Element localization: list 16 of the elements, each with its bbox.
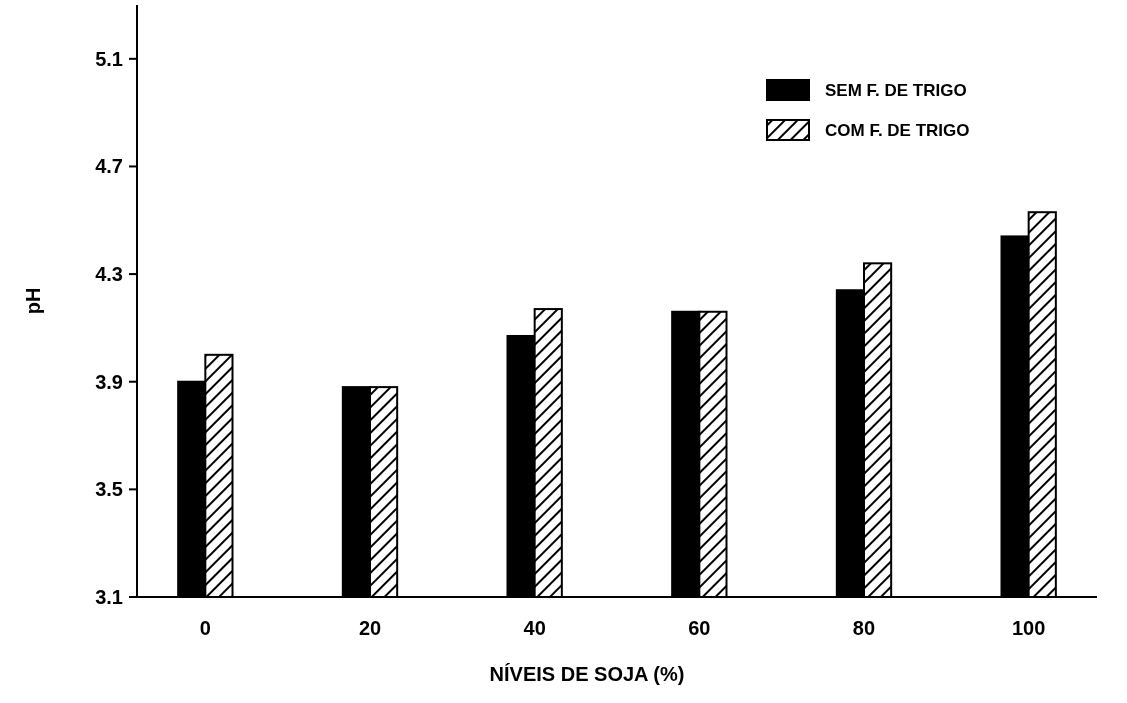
y-tick-label: 3.1 — [95, 586, 123, 608]
y-tick-label: 3.5 — [95, 478, 123, 501]
legend-label: SEM F. DE TRIGO — [825, 80, 967, 100]
legend-label: COM F. DE TRIGO — [825, 120, 970, 140]
y-tick-label: 5.1 — [95, 47, 123, 70]
y-tick-label: 4.7 — [95, 155, 123, 178]
x-tick-label: 40 — [523, 617, 546, 639]
x-tick-label: 0 — [199, 617, 211, 639]
x-tick-label: 100 — [1011, 617, 1046, 639]
y-tick-label: 4.3 — [95, 263, 123, 286]
y-tick-label: 3.9 — [95, 370, 123, 393]
x-axis-title: NÍVEIS DE SOJA (%) — [489, 663, 685, 685]
y-axis-title: pH — [22, 287, 44, 315]
x-tick-label: 60 — [688, 617, 711, 639]
x-tick-label: 80 — [852, 617, 876, 639]
x-tick-label: 20 — [358, 617, 382, 639]
